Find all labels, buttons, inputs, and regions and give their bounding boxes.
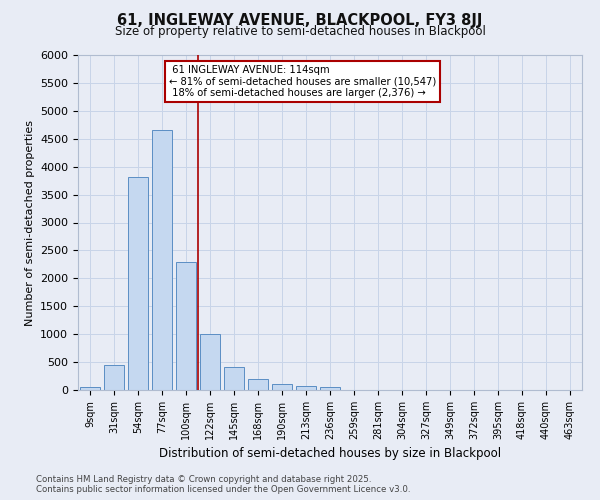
Y-axis label: Number of semi-detached properties: Number of semi-detached properties	[25, 120, 35, 326]
Bar	[200, 334, 220, 390]
Text: 61 INGLEWAY AVENUE: 114sqm
← 81% of semi-detached houses are smaller (10,547)
 1: 61 INGLEWAY AVENUE: 114sqm ← 81% of semi…	[169, 65, 436, 98]
Text: 61, INGLEWAY AVENUE, BLACKPOOL, FY3 8JJ: 61, INGLEWAY AVENUE, BLACKPOOL, FY3 8JJ	[118, 12, 482, 28]
Bar	[248, 379, 268, 390]
X-axis label: Distribution of semi-detached houses by size in Blackpool: Distribution of semi-detached houses by …	[159, 448, 501, 460]
Bar	[320, 387, 340, 390]
Bar	[104, 366, 124, 390]
Text: Size of property relative to semi-detached houses in Blackpool: Size of property relative to semi-detach…	[115, 25, 485, 38]
Bar	[80, 387, 100, 390]
Bar	[176, 262, 196, 390]
Bar	[296, 386, 316, 390]
Bar	[272, 384, 292, 390]
Text: Contains HM Land Registry data © Crown copyright and database right 2025.
Contai: Contains HM Land Registry data © Crown c…	[36, 474, 410, 494]
Bar	[224, 367, 244, 390]
Bar	[152, 130, 172, 390]
Bar	[128, 176, 148, 390]
